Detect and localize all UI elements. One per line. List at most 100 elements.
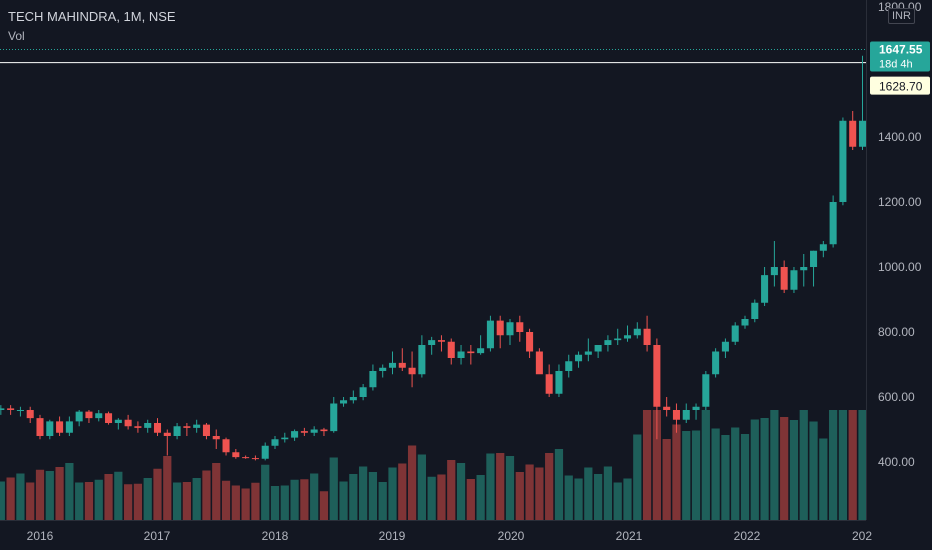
candle-body[interactable] xyxy=(36,418,44,436)
candle-body[interactable] xyxy=(496,320,504,336)
candle-body[interactable] xyxy=(486,320,494,349)
candle-body[interactable] xyxy=(584,351,592,355)
candle-body[interactable] xyxy=(349,397,357,401)
candle-body[interactable] xyxy=(124,419,132,427)
candle-body[interactable] xyxy=(300,431,308,433)
candle-body[interactable] xyxy=(545,374,553,394)
candle-body[interactable] xyxy=(340,400,348,404)
candle-body[interactable] xyxy=(56,421,64,433)
candle-body[interactable] xyxy=(594,345,602,352)
candle-body[interactable] xyxy=(114,419,122,423)
candle-body[interactable] xyxy=(780,267,788,290)
volume-bar xyxy=(780,417,789,520)
symbol-title[interactable]: TECH MAHINDRA, 1M, NSE xyxy=(8,9,176,24)
candle-body[interactable] xyxy=(271,439,279,446)
candle-body[interactable] xyxy=(477,348,485,354)
candle-body[interactable] xyxy=(516,322,524,332)
candle-body[interactable] xyxy=(653,345,661,407)
candle-body[interactable] xyxy=(85,411,93,419)
candle-body[interactable] xyxy=(232,452,240,458)
candle-body[interactable] xyxy=(251,458,259,460)
candle-body[interactable] xyxy=(163,432,171,436)
candle-body[interactable] xyxy=(291,431,299,438)
candle-body[interactable] xyxy=(153,423,162,433)
candle-body[interactable] xyxy=(369,371,377,388)
candle-body[interactable] xyxy=(379,367,387,371)
candle-body[interactable] xyxy=(849,120,857,147)
candle-body[interactable] xyxy=(633,328,641,336)
candle-body[interactable] xyxy=(770,267,778,276)
candle-body[interactable] xyxy=(320,429,328,432)
candle-body[interactable] xyxy=(682,410,690,420)
candle-body[interactable] xyxy=(702,374,710,407)
candle-body[interactable] xyxy=(202,424,210,436)
candle-body[interactable] xyxy=(7,408,15,410)
candle-body[interactable] xyxy=(173,426,181,436)
candle-body[interactable] xyxy=(858,120,867,147)
candle-body[interactable] xyxy=(95,413,103,419)
candle-body[interactable] xyxy=(26,410,34,419)
candle-body[interactable] xyxy=(65,421,73,433)
candle-body[interactable] xyxy=(16,410,24,411)
candle-body[interactable] xyxy=(839,120,847,202)
candle-body[interactable] xyxy=(751,302,759,319)
candle-body[interactable] xyxy=(575,354,583,362)
candle-body[interactable] xyxy=(467,351,475,354)
candle-body[interactable] xyxy=(721,341,729,352)
candle-body[interactable] xyxy=(623,335,632,339)
currency-button[interactable]: INR xyxy=(888,8,915,24)
candle-body[interactable] xyxy=(428,340,436,345)
volume-bar xyxy=(163,456,172,520)
candle-body[interactable] xyxy=(75,411,83,422)
candle-body[interactable] xyxy=(183,426,191,428)
candle-body[interactable] xyxy=(741,319,749,326)
candle-body[interactable] xyxy=(761,275,769,303)
candle-body[interactable] xyxy=(672,410,680,420)
candle-body[interactable] xyxy=(565,361,573,371)
candle-body[interactable] xyxy=(310,429,318,433)
candle-body[interactable] xyxy=(105,413,113,423)
candle-body[interactable] xyxy=(604,340,612,345)
candle-body[interactable] xyxy=(663,406,671,410)
candle-body[interactable] xyxy=(526,332,534,352)
candle-body[interactable] xyxy=(506,322,514,336)
crosshair-price-badge xyxy=(870,76,930,95)
candle-body[interactable] xyxy=(712,351,720,375)
volume-bar xyxy=(515,472,524,520)
candle-body[interactable] xyxy=(330,403,338,432)
candle-body[interactable] xyxy=(359,387,367,397)
volume-bar xyxy=(603,466,613,520)
candle-body[interactable] xyxy=(212,436,220,440)
candle-body[interactable] xyxy=(193,424,201,428)
candle-body[interactable] xyxy=(281,437,289,440)
candle-body[interactable] xyxy=(457,351,465,359)
candle-body[interactable] xyxy=(134,426,142,428)
candle-body[interactable] xyxy=(437,340,445,342)
candle-body[interactable] xyxy=(418,345,426,375)
candle-body[interactable] xyxy=(614,338,622,341)
candle-body[interactable] xyxy=(692,406,700,410)
candle-body[interactable] xyxy=(388,362,397,368)
candle-body[interactable] xyxy=(555,371,563,394)
candle-body[interactable] xyxy=(790,270,798,290)
candle-body[interactable] xyxy=(222,439,230,453)
candle-body[interactable] xyxy=(398,362,406,368)
candle-body[interactable] xyxy=(242,457,250,459)
candle-body[interactable] xyxy=(819,244,827,251)
candle-body[interactable] xyxy=(643,328,651,345)
candle-body[interactable] xyxy=(46,421,54,436)
volume-bar xyxy=(172,482,182,520)
candle-body[interactable] xyxy=(731,325,739,342)
candle-body[interactable] xyxy=(408,367,416,375)
candle-body[interactable] xyxy=(261,445,269,459)
volume-legend[interactable]: Vol xyxy=(8,29,25,43)
candle-body[interactable] xyxy=(535,351,543,375)
candle-body[interactable] xyxy=(829,202,837,245)
candle-body[interactable] xyxy=(144,423,152,428)
candle-body[interactable] xyxy=(800,267,808,271)
candle-body[interactable] xyxy=(0,408,5,410)
candle-body[interactable] xyxy=(810,250,818,267)
candle-body[interactable] xyxy=(447,341,455,358)
